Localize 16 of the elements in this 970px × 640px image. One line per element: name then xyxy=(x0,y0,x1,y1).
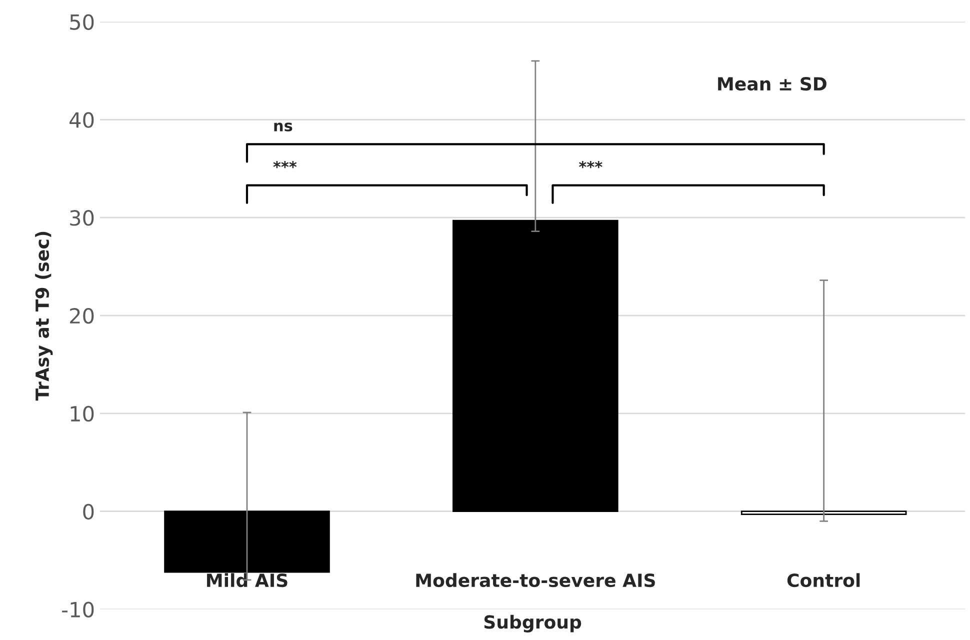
x-axis-title: Subgroup xyxy=(484,614,582,632)
y-tick-label: 50 xyxy=(70,14,94,30)
annotation: Mean ± SD xyxy=(718,76,826,91)
x-tick-label: Mild AIS xyxy=(207,573,288,588)
annotation: *** xyxy=(273,160,297,168)
y-tick-label: 20 xyxy=(70,308,94,324)
y-tick-label: 30 xyxy=(70,210,94,226)
annotation: *** xyxy=(578,160,602,168)
y-axis-title: TrAsy at T9 (sec) xyxy=(35,232,53,401)
y-tick-label: 0 xyxy=(83,504,94,520)
y-tick-label: -10 xyxy=(62,602,94,618)
x-tick-label: Control xyxy=(787,573,860,588)
y-tick-label: 10 xyxy=(70,406,94,422)
annotation: ns xyxy=(274,122,292,132)
x-tick-label: Moderate-to-severe AIS xyxy=(416,573,655,588)
y-tick-label: 40 xyxy=(70,112,94,128)
